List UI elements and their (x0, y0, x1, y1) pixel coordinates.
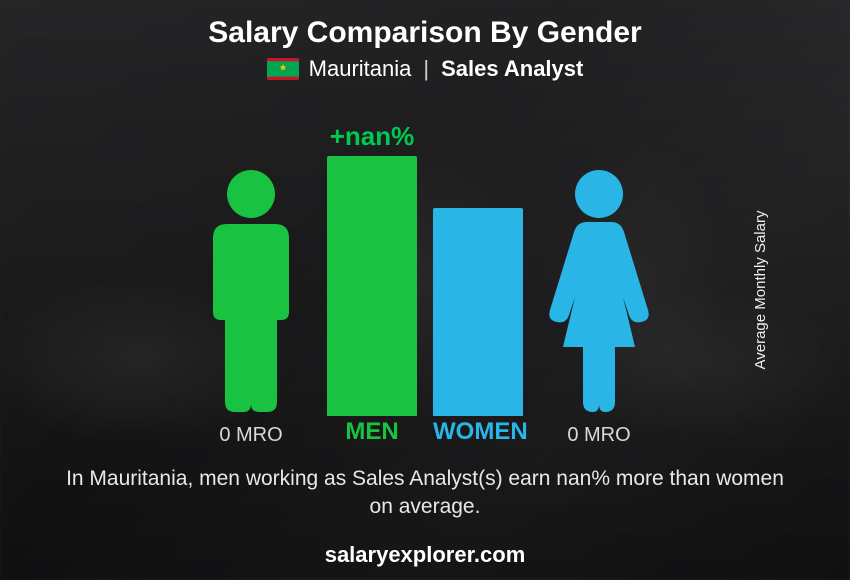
women-value-label: 0 MRO (539, 424, 659, 447)
brand-footer: salaryexplorer.com (325, 542, 526, 568)
women-bar-label: WOMEN (433, 418, 523, 446)
men-value-label: 0 MRO (191, 424, 311, 447)
subtitle-row: Mauritania | Sales Analyst (267, 56, 584, 82)
y-axis-label: Average Monthly Salary (752, 211, 769, 370)
women-icon-column (539, 166, 659, 416)
pct-diff-label: +nan% (330, 121, 415, 152)
labels-row: 0 MRO MEN WOMEN 0 MRO (145, 412, 705, 447)
description-text: In Mauritania, men working as Sales Anal… (60, 465, 790, 522)
woman-icon (539, 166, 659, 416)
country-label: Mauritania (309, 56, 412, 82)
man-icon (191, 166, 311, 416)
chart-area: +nan% (145, 96, 705, 416)
page-title: Salary Comparison By Gender (208, 16, 641, 50)
infographic-content: Salary Comparison By Gender Mauritania |… (0, 0, 850, 580)
mauritania-flag-icon (267, 58, 299, 80)
job-title-label: Sales Analyst (441, 56, 583, 82)
men-icon-column (191, 166, 311, 416)
separator: | (423, 56, 429, 82)
men-bar (327, 156, 417, 416)
men-bar-column: +nan% (327, 121, 417, 416)
men-bar-label: MEN (327, 418, 417, 446)
women-bar (433, 208, 523, 416)
women-bar-column (433, 208, 523, 416)
